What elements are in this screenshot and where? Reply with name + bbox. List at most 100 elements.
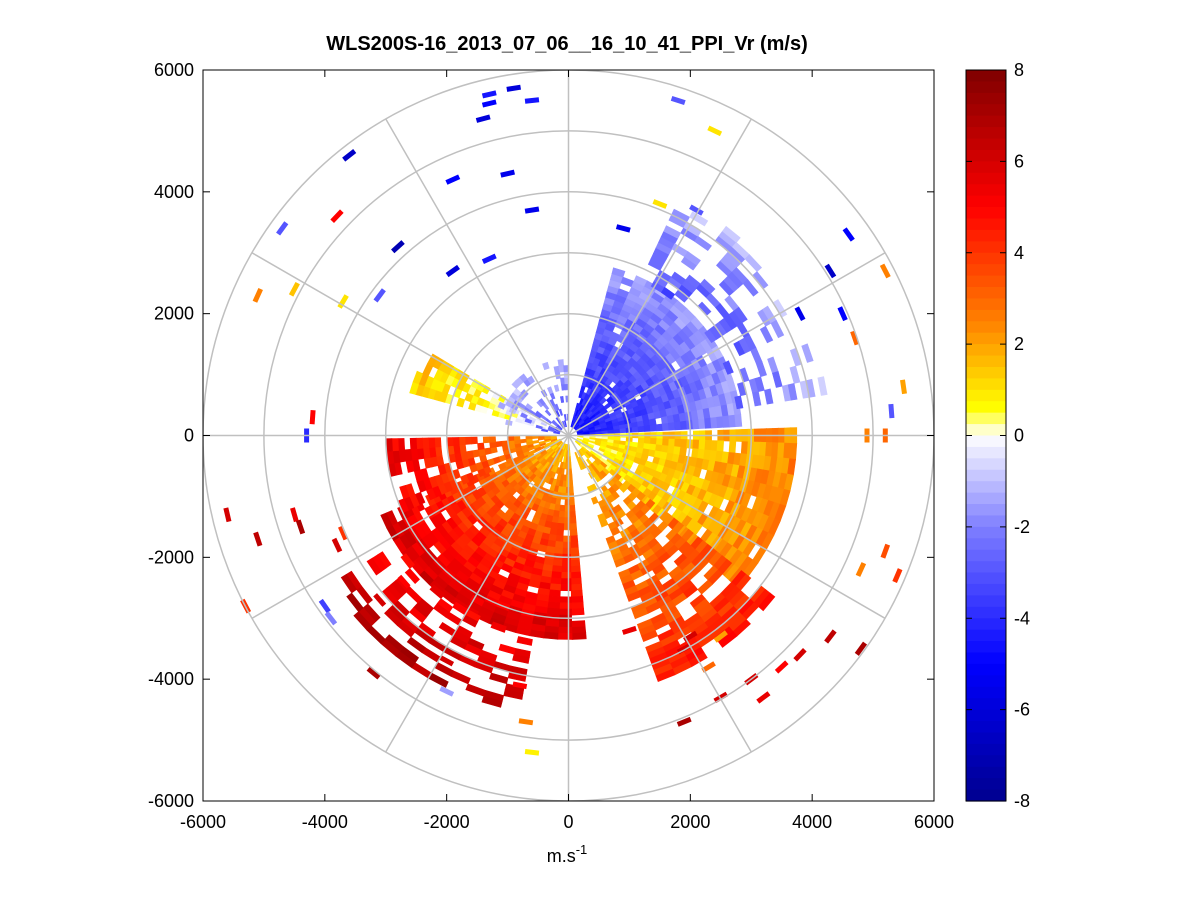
velocity-cell [570,547,580,555]
velocity-cell [734,395,744,410]
velocity-cell [722,225,741,243]
colorbar-band [966,458,1006,471]
velocity-cell [759,325,774,344]
colorbar-band [966,583,1006,596]
velocity-cell [373,288,386,303]
velocity-cell [571,626,587,634]
y-tick-label: 0 [184,426,194,446]
velocity-cell [649,424,658,432]
velocity-cell [704,439,712,451]
colorbar-tick-label: 4 [1014,243,1024,263]
velocity-cell [559,596,572,604]
colorbar-band [966,595,1006,608]
velocity-cell [568,480,574,488]
velocity-cell [338,525,349,541]
velocity-cell [648,418,657,426]
colorbar-tick-label: 8 [1014,60,1024,80]
y-tick-label: 2000 [154,304,194,324]
velocity-cell [692,439,700,450]
velocity-cell [560,377,566,385]
velocity-cell [655,668,676,682]
velocity-cell [558,620,573,628]
velocity-cell [406,636,426,654]
velocity-cell [524,749,540,756]
velocity-cell [824,263,837,279]
grid-spoke [568,434,886,619]
velocity-cell [698,439,706,451]
velocity-cell [569,523,578,531]
colorbar-band [966,789,1006,802]
velocity-cell [558,408,563,416]
velocity-cell [439,686,455,697]
colorbar-band [966,721,1006,734]
velocity-cell [309,410,316,425]
velocity-cell [558,608,572,616]
velocity-cell [569,504,576,512]
colorbar-band [966,743,1006,756]
velocity-cell [464,436,472,445]
velocity-cell [652,199,668,209]
velocity-cell [571,608,585,616]
velocity-cell [684,251,701,266]
velocity-cell [342,149,357,162]
velocity-cell [445,174,461,185]
velocity-cell [555,534,564,543]
velocity-cell [613,428,621,434]
velocity-cell [744,254,763,273]
velocity-cell [421,437,430,449]
velocity-cell [391,240,405,254]
colorbar: 8 6 4 2 0 -2 -4 -6 -8 [965,60,1030,811]
velocity-cell [643,425,651,432]
velocity-cell [384,608,402,627]
velocity-cell [489,672,509,685]
grid-spoke [385,118,570,436]
colorbar-band [966,81,1006,94]
velocity-cell [842,227,855,242]
velocity-cell [599,518,609,528]
velocity-cell [722,360,734,375]
velocity-cell [353,611,372,631]
velocity-cell [569,517,577,525]
velocity-cell [571,632,587,640]
velocity-cell [553,384,560,392]
velocity-cell [570,583,583,592]
velocity-cell [558,365,565,373]
velocity-cell [655,438,664,446]
colorbar-band [966,104,1006,117]
velocity-cell [569,529,578,537]
colorbar-band [966,355,1006,368]
colorbar-tick-label: 0 [1014,426,1024,446]
velocity-cell [570,589,583,598]
velocity-cell [543,631,559,640]
colorbar-band [966,652,1006,665]
colorbar-band [966,549,1006,562]
velocity-cell [589,431,597,435]
x-tick-label: 6000 [914,812,954,832]
y-tick-label: -2000 [148,547,194,567]
velocity-cell [601,430,609,435]
velocity-cell [793,648,807,662]
colorbar-band [966,663,1006,676]
velocity-cell [380,512,393,529]
velocity-cell [560,578,572,586]
velocity-cell [837,306,848,322]
colorbar-band [966,435,1006,448]
y-tick-label: -4000 [148,669,194,689]
velocity-cell [426,353,439,367]
velocity-cell [558,510,565,518]
velocity-cell [253,531,263,547]
grid-spoke [251,252,569,437]
velocity-cell [689,204,704,216]
velocity-cell [373,593,387,607]
colorbar-band [966,538,1006,551]
velocity-cell [519,438,527,444]
colorbar-gradient [966,70,1006,802]
velocity-cell [481,253,497,264]
velocity-cell [774,660,789,674]
velocity-cell [641,629,659,642]
colorbar-band [966,161,1006,174]
velocity-cell [569,486,574,494]
velocity-cell [770,319,785,339]
colorbar-band [966,675,1006,688]
